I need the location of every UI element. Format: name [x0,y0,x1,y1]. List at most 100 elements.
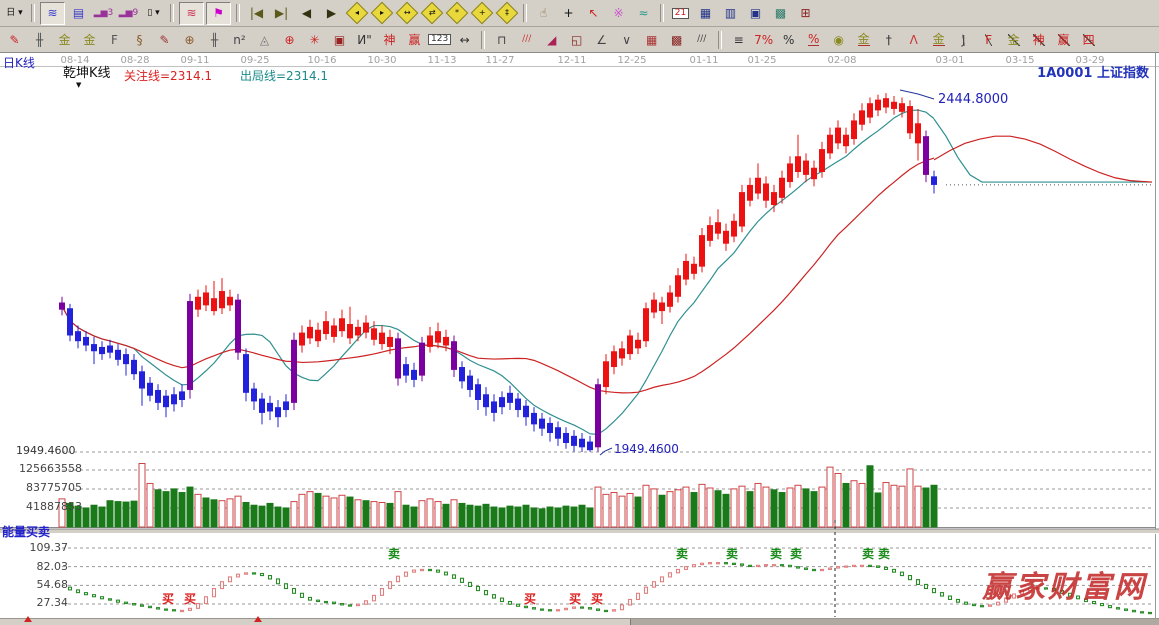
candle-body [867,103,873,118]
candle-body [771,192,777,206]
diamond-left-icon[interactable]: ◂ [345,1,368,25]
rays-icon[interactable]: ∕∕∕ [522,34,532,44]
red-sketch-icon[interactable]: ≋ [179,1,204,25]
si-angle-icon[interactable]: 四 [1082,32,1095,47]
indicator-axis-label: 27.34 [36,596,69,609]
v-line-icon[interactable]: ∨ [622,32,632,47]
scroll-marker [254,616,262,622]
ruler-123-icon[interactable]: 123 [428,29,452,50]
flag-icon[interactable]: ⚑ [206,1,231,25]
gold-angle-icon[interactable]: 金 [1007,32,1020,47]
volume-bar [250,504,258,528]
diamond-star-icon[interactable]: * [445,1,468,25]
candle-body [499,397,505,408]
volume-bar [210,499,218,528]
oscillator-bar [411,569,417,573]
fan-icon[interactable]: ◢ [547,32,557,47]
gold-line2-icon[interactable]: 金 [932,32,945,46]
calendar-icon[interactable]: 21 [669,3,692,24]
compass-grid-icon[interactable]: ⊕ [184,32,195,47]
kline-style-selector[interactable]: 乾坤K线 [63,66,111,81]
attention-line-label: 关注线=2314.1 [124,69,213,83]
angle-line-icon[interactable]: ∠ [596,32,608,47]
candle-style-dropdown[interactable]: ▯ ▾ [147,7,160,18]
gold-circle-icon[interactable]: ◉ [833,32,844,47]
last-bar-icon[interactable]: ▶| [274,6,289,20]
measure-pen-icon[interactable]: † [885,32,892,47]
star-red-icon[interactable]: ✳ [309,32,320,47]
save-icon[interactable]: ▣ [749,6,762,20]
oscillator-bar [1115,607,1121,610]
pen2-icon[interactable]: ✎ [159,32,170,47]
f-angle-icon[interactable]: F [985,32,993,47]
gold-grid2-icon[interactable]: 金 [83,32,96,47]
gold-grid-icon[interactable]: 金 [58,32,71,47]
box-line-icon[interactable]: ⊓ [497,32,507,47]
date-tick-label: 09-25 [240,55,269,66]
horizontal-scrollbar[interactable] [0,616,1159,625]
volume-bar [650,488,658,528]
percent-line-icon[interactable]: % [807,32,820,46]
hash-grid2-icon[interactable]: ╫ [210,32,219,47]
scrollbar-thumb[interactable] [630,619,1159,625]
diamond-hcompress-icon[interactable]: ⇄ [420,1,443,25]
qiankun-sketch-icon[interactable]: ≋ [40,1,65,25]
percent-icon[interactable]: % [782,32,795,47]
candle-body [571,435,577,446]
n2-grid-icon[interactable]: n² [233,32,246,47]
volume-bar [258,505,266,528]
ying-grid-icon[interactable]: 赢 [408,32,421,47]
box-target-icon[interactable]: ▣ [333,32,346,47]
diamond-move-icon[interactable]: + [470,1,493,25]
target-red-icon[interactable]: ⊕ [284,32,295,47]
harrows-icon[interactable]: ↔ [459,32,470,47]
snip-pointer-icon[interactable]: ↖ [588,6,599,20]
gold-line-icon[interactable]: 金 [857,32,870,46]
hash-grid-icon[interactable]: ╫ [35,32,44,47]
export-chart-icon[interactable]: ▩ [774,6,787,20]
print-icon[interactable]: ⊞ [800,6,811,20]
shen-angle-icon[interactable]: 神 [1032,32,1045,47]
cloud-tool-icon[interactable]: ≈ [638,6,649,20]
oscillator-bar [723,562,729,565]
notepad-icon[interactable]: ▥ [724,6,737,20]
f-grid-icon[interactable]: F [111,32,118,47]
flag-lines-icon[interactable]: ◬ [259,32,270,47]
diamond-right-icon[interactable]: ▸ [370,1,393,25]
box-fan-icon[interactable]: ◱ [571,32,583,47]
a-wave-icon[interactable]: Λ [909,32,918,47]
wave-quote-icon[interactable]: И" [357,32,372,47]
calculator-icon[interactable]: ▦ [699,6,712,20]
bars3-icon[interactable]: ▂▅3 [93,7,114,18]
shen-grid-icon[interactable]: 神 [383,32,396,47]
ladder-scale-icon[interactable]: ≡ [733,32,744,47]
ribbon-tool-icon[interactable]: ※ [613,6,624,20]
candle-body [883,98,889,108]
prev-bar-icon[interactable]: ◀ [301,6,312,20]
diamond-expand-icon[interactable]: ‡ [495,1,518,25]
pen-red-icon[interactable]: ✎ [9,32,20,47]
oscillator-bar [307,596,313,601]
oscillator-bar [179,609,185,613]
period-dropdown[interactable]: 日 ▾ [6,7,23,18]
clipboard-icon[interactable]: ▤ [72,6,85,20]
bars9-icon[interactable]: ▂▅9 [118,7,139,18]
first-bar-icon[interactable]: |◀ [249,6,264,20]
j-angle-icon[interactable]: J [961,32,966,47]
grid-box-icon[interactable]: ▩ [671,32,683,47]
next-bar-icon[interactable]: ▶ [326,6,337,20]
grid-red-icon[interactable]: ▦ [646,32,658,47]
parallel-lines-icon[interactable]: ∕∕∕ [697,34,707,44]
crosshair-icon[interactable]: + [563,6,574,20]
oscillator-bar [267,575,273,580]
chevron-down-icon[interactable]: ▼ [76,81,82,89]
hand-icon[interactable]: ☝ [539,6,548,20]
candle-body [563,432,569,444]
diamond-hexpand-icon[interactable]: ↔ [395,1,418,25]
oscillator-bar [195,602,201,609]
spiral-grid-icon[interactable]: § [136,32,143,47]
ying-angle-icon[interactable]: 赢 [1057,32,1070,47]
oscillator-bar [891,568,897,573]
period-kline-label: 日K线 [3,56,35,70]
percent7-icon[interactable]: 7% [754,32,774,47]
